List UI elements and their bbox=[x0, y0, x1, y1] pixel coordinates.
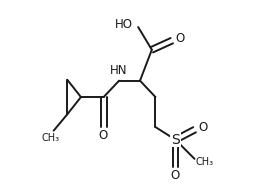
Text: HN: HN bbox=[109, 64, 127, 77]
Text: CH₃: CH₃ bbox=[42, 133, 60, 143]
Text: O: O bbox=[170, 169, 179, 182]
Text: CH₃: CH₃ bbox=[195, 158, 214, 167]
Text: O: O bbox=[198, 121, 207, 134]
Text: O: O bbox=[175, 32, 185, 45]
Text: S: S bbox=[171, 133, 180, 147]
Text: O: O bbox=[98, 129, 107, 142]
Text: HO: HO bbox=[115, 18, 133, 31]
